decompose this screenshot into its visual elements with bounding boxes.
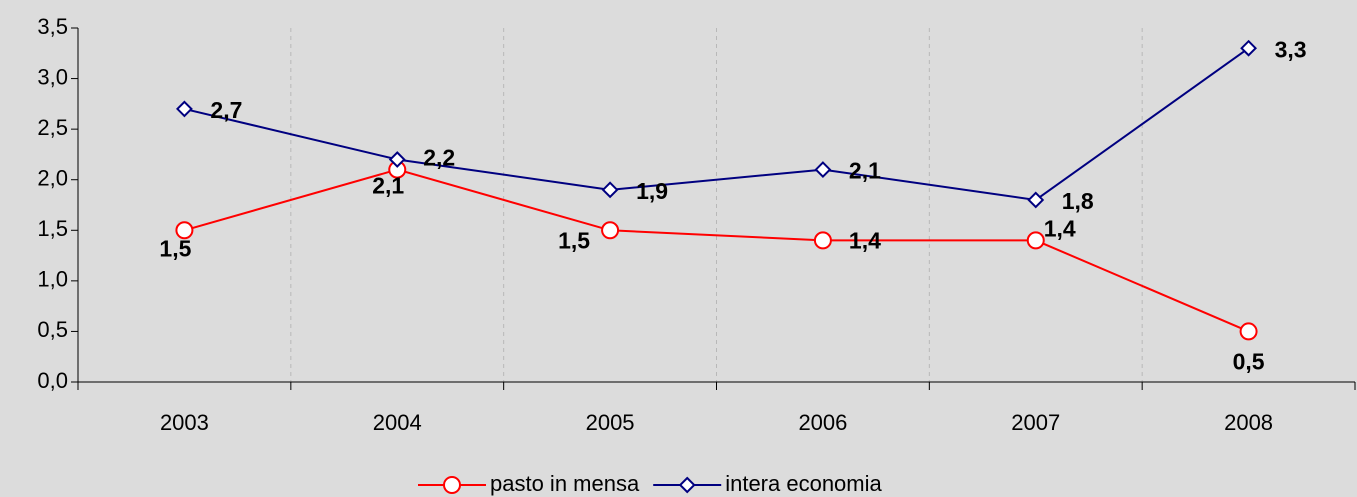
value-label: 0,5 [1233,349,1265,375]
legend-label: intera economia [725,471,882,496]
value-label: 2,1 [372,173,404,199]
value-label: 1,4 [849,227,881,253]
value-label: 2,2 [423,145,455,171]
value-label: 1,4 [1044,215,1076,241]
marker [176,100,193,118]
marker [1239,322,1258,341]
value-label: 1,5 [159,235,191,261]
marker [678,476,696,494]
y-tick-label: 2,0 [37,166,68,191]
marker [388,151,406,168]
series-line [184,168,1249,333]
x-tick-label: 2003 [160,410,209,435]
marker [175,221,194,240]
marker [1026,231,1045,250]
x-tick-label: 2006 [798,410,847,435]
marker [601,181,619,199]
value-label: 1,5 [558,227,590,253]
x-tick-label: 2005 [586,410,635,435]
x-tick-label: 2004 [373,410,422,435]
x-tick-label: 2007 [1011,410,1060,435]
marker [443,476,461,494]
marker [601,221,620,240]
marker [814,161,832,179]
legend-label: pasto in mensa [490,471,640,496]
value-label: 2,1 [849,158,881,184]
y-tick-label: 1,0 [37,267,68,292]
value-label: 1,8 [1062,188,1094,214]
y-tick-label: 1,5 [37,216,68,241]
marker [1027,191,1045,209]
y-tick-label: 0,0 [37,368,68,393]
value-label: 3,3 [1275,36,1307,62]
y-tick-label: 2,5 [37,115,68,140]
value-label: 1,9 [636,178,668,204]
x-tick-label: 2008 [1224,410,1273,435]
marker [1240,39,1257,57]
y-tick-label: 3,0 [37,64,68,89]
y-tick-label: 3,5 [37,14,68,39]
value-label: 2,7 [210,97,242,123]
y-tick-label: 0,5 [37,317,68,342]
series-line [184,47,1250,201]
marker [813,231,832,250]
